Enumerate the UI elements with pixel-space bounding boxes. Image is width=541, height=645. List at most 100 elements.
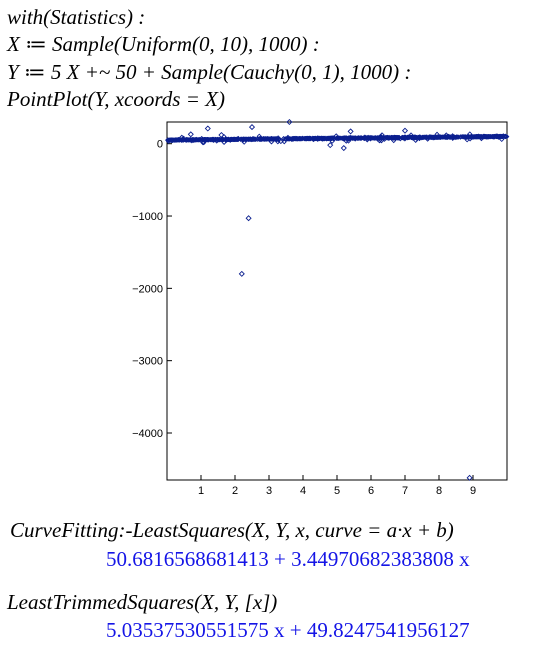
outlier-point [340,145,347,152]
y-tick-label: −1000 [132,211,163,223]
data-point [442,134,448,140]
data-point [216,136,223,143]
data-point [174,137,180,143]
least-trimmed-squares-result: 5.03537530551575 x + 49.8247541956127 [106,618,470,642]
outlier-point [204,125,211,132]
y-tick-label: −4000 [132,428,163,440]
data-point [434,134,440,141]
data-point [330,135,336,141]
data-point [185,137,191,143]
data-point [179,137,185,143]
point-plot[interactable]: 0 −1000 −2000 −3000 −4000 1 2 3 4 5 6 7 8 9 [0,116,541,496]
outlier-point [401,127,409,134]
x-tick-label: 6 [368,485,374,496]
y-tick-label: −2000 [132,283,163,295]
data-point [436,134,442,140]
data-point [353,135,359,141]
x-tick-label: 8 [436,485,442,496]
command-least-trimmed-squares[interactable]: LeastTrimmedSquares(X, Y, [x]) [7,590,278,614]
data-point [365,135,371,141]
data-point [363,135,370,141]
data-point [343,138,349,144]
data-point [484,134,491,140]
data-point [378,135,384,141]
data-point [190,137,196,143]
data-point [201,139,207,146]
data-point [241,139,247,145]
data-point [411,134,417,140]
x-tick-label: 9 [470,485,476,496]
outlier-point [238,270,245,277]
data-point [351,135,357,141]
least-squares-result: 50.6816568681413 + 3.44970682383808 x [106,547,470,571]
command-with-statistics[interactable]: with(Statistics) : [7,5,146,29]
data-point [305,135,312,142]
data-point [454,134,460,140]
data-point [267,136,273,142]
data-point [502,133,508,140]
x-tick-label: 3 [266,485,272,496]
data-point [443,134,450,140]
data-point [169,137,175,143]
data-point [430,135,436,141]
data-point [334,135,340,141]
data-point [417,134,423,141]
data-point [450,134,456,140]
data-point [336,135,342,141]
plot-points [165,118,510,481]
y-tick-label: −3000 [132,356,163,368]
data-point [346,135,352,141]
data-point [497,133,503,140]
outlier-point [245,215,252,222]
outlier-point [286,118,293,126]
command-least-squares[interactable]: CurveFitting:-LeastSquares(X, Y, x, curv… [10,518,454,542]
data-point [316,135,322,141]
outlier-point [347,128,354,135]
data-point [449,133,456,139]
data-point [209,136,215,143]
x-tick-label: 2 [232,485,238,496]
data-point [325,135,332,142]
data-point [235,136,241,142]
data-point [320,136,327,142]
data-point [231,136,237,143]
data-point [432,134,439,140]
data-point [189,137,195,143]
command-sample-x[interactable]: X ≔ Sample(Uniform(0, 10), 1000) : [7,32,320,56]
data-point [351,135,358,141]
data-point [394,134,400,141]
data-point [428,134,434,140]
data-point [385,135,392,141]
data-point [372,135,378,141]
plot-tick-labels: 0 −1000 −2000 −3000 −4000 1 2 3 4 5 6 7 8 9 [132,139,476,496]
data-point [384,134,391,141]
x-tick-label: 5 [334,485,340,496]
data-point [223,136,229,143]
outlier-point [187,131,194,138]
data-point [245,136,251,142]
data-point [294,136,300,142]
data-point [457,134,464,140]
data-point [203,137,209,143]
data-point [339,135,345,141]
data-point [410,135,416,141]
data-point [424,136,431,142]
data-point [307,135,314,142]
data-point [311,135,317,142]
data-point [486,134,492,140]
command-pointplot[interactable]: PointPlot(Y, xcoords = X) [7,87,225,111]
data-point [471,134,477,140]
data-point [371,135,377,141]
plot-axes [166,121,508,481]
command-sample-y[interactable]: Y ≔ 5 X +~ 50 + Sample(Cauchy(0, 1), 100… [7,60,412,84]
data-point [180,135,187,141]
data-point [480,133,487,139]
data-point [404,134,411,141]
x-tick-label: 1 [198,485,204,496]
data-point [298,136,304,142]
data-point [278,138,284,145]
data-point [171,137,177,143]
data-point [357,135,363,141]
data-point [465,134,471,140]
data-point [407,134,414,140]
